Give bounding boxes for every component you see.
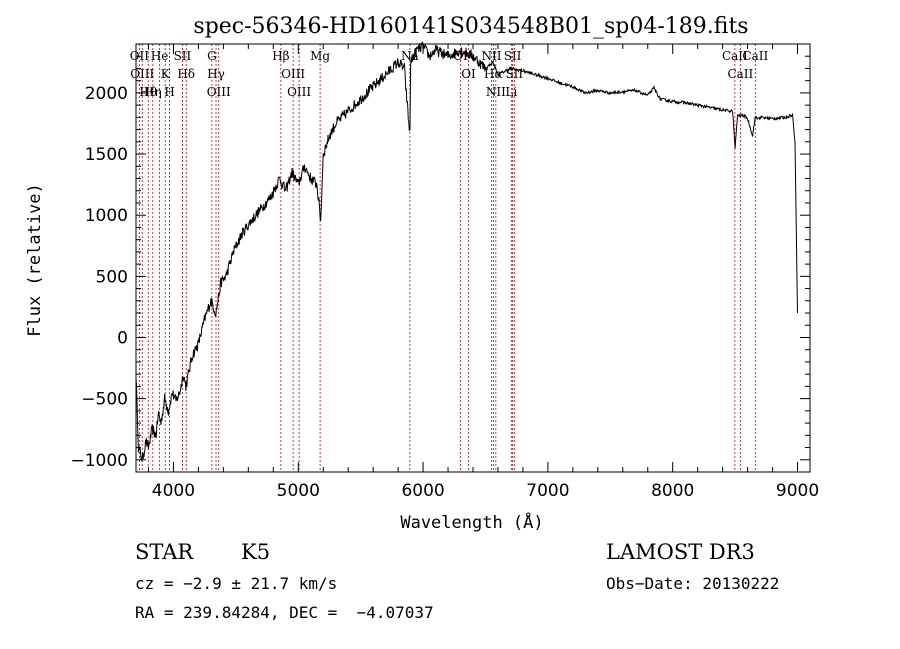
x-tick-label: 6000 — [401, 481, 444, 501]
line-label: OIII — [287, 85, 311, 99]
redshift-cz: cz = −2.9 ± 21.7 km/s — [135, 574, 338, 593]
y-tick-label: −500 — [81, 390, 128, 410]
line-label: Hβ — [272, 49, 289, 63]
spectrum-line — [135, 41, 798, 463]
line-label: SII — [504, 49, 522, 63]
line-label: CaII — [727, 67, 753, 81]
y-axis-label: Flux (relative) — [25, 183, 45, 337]
y-tick-label: 1000 — [85, 206, 128, 226]
line-label: Hδ — [177, 67, 195, 81]
line-label: Hη — [144, 85, 162, 99]
x-tick-label: 4000 — [152, 481, 195, 501]
line-label: Hθ — [139, 85, 157, 99]
chart-title: spec-56346-HD160141S034548B01_sp04-189.f… — [193, 14, 748, 39]
plot-frame — [135, 43, 811, 473]
y-tick-label: 1500 — [85, 145, 128, 165]
line-label: He — [151, 49, 169, 63]
line-label: SII — [174, 49, 192, 63]
object-class: STAR — [135, 540, 194, 564]
y-tick-label: 0 — [117, 328, 128, 348]
line-label: Li — [505, 85, 517, 99]
survey-name: LAMOST DR3 — [606, 540, 755, 564]
line-label: OIII — [281, 67, 305, 81]
object-subclass: K5 — [241, 540, 271, 564]
observation-date: Obs−Date: 20130222 — [606, 574, 780, 593]
line-label: K — [161, 67, 171, 81]
x-axis-ticks: 4000 5000 6000 7000 8000 9000 — [147, 44, 819, 501]
line-label: Mg — [310, 49, 330, 63]
line-label: H — [164, 85, 174, 99]
y-tick-label: 2000 — [85, 84, 128, 104]
coordinates: RA = 239.84284, DEC = −4.07037 — [135, 603, 434, 622]
line-label: Hα — [484, 67, 503, 81]
y-tick-label: −1000 — [70, 451, 128, 471]
line-label: NII — [481, 49, 501, 63]
x-axis-label: Wavelength (Å) — [400, 511, 543, 533]
x-tick-label: 8000 — [651, 481, 694, 501]
line-label: NII — [486, 85, 506, 99]
y-tick-label: 500 — [96, 267, 128, 287]
line-label: G — [207, 49, 217, 63]
x-tick-label: 9000 — [776, 481, 819, 501]
line-label: OIII — [207, 85, 231, 99]
line-label: CaII — [742, 49, 768, 63]
line-label: OIII — [130, 67, 154, 81]
y-axis-ticks: −1000 −500 0 500 1000 1500 2000 — [70, 43, 810, 471]
line-markers — [138, 44, 756, 472]
line-label: CaII — [722, 49, 748, 63]
line-label: Hγ — [207, 67, 225, 81]
x-tick-label: 5000 — [277, 481, 320, 501]
x-tick-label: 7000 — [526, 481, 569, 501]
line-label: OI — [461, 67, 476, 81]
